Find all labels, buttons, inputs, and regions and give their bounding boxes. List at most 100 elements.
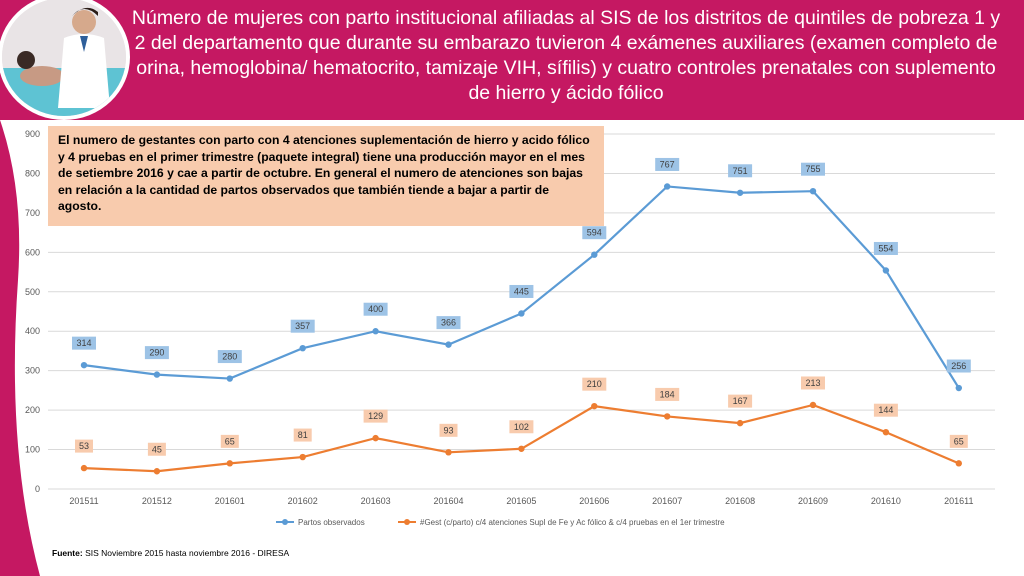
source-label: Fuente:: [52, 548, 83, 558]
x-tick-label: 201511: [69, 496, 98, 506]
data-point: [736, 189, 744, 196]
data-point: [226, 460, 233, 467]
legend-marker: [404, 519, 410, 525]
data-label: 210: [587, 379, 602, 389]
data-label: 256: [951, 361, 966, 371]
y-tick-label: 200: [25, 405, 40, 415]
data-label-bg: [72, 336, 96, 350]
data-label: 81: [298, 430, 308, 440]
data-label: 129: [368, 411, 383, 421]
data-label: 445: [514, 286, 529, 296]
data-label-bg: [949, 434, 968, 448]
data-label: 45: [152, 444, 162, 454]
data-label-bg: [363, 302, 388, 316]
data-label-bg: [582, 226, 607, 240]
data-label: 366: [441, 318, 456, 328]
data-point: [372, 434, 379, 442]
series-line-2: [83, 403, 960, 473]
data-label-bg: [946, 359, 971, 373]
annotation-box: El numero de gestantes con parto con 4 a…: [48, 126, 604, 226]
data-label-bg: [728, 164, 753, 178]
data-label-bg: [655, 157, 680, 171]
data-label-bg: [728, 394, 753, 408]
data-label: 554: [878, 243, 893, 253]
y-tick-label: 0: [35, 484, 40, 494]
data-label-bg: [801, 376, 825, 390]
data-label-bg: [144, 346, 169, 360]
x-tick-label: 201602: [288, 496, 318, 506]
legend-marker: [282, 519, 288, 525]
data-point: [664, 413, 671, 420]
x-tick-label: 201608: [725, 496, 755, 506]
x-tick-label: 201609: [798, 496, 828, 506]
y-axis-ticks: 0 100 200 300 400 500 600 700 800 900: [25, 129, 40, 494]
data-label: 755: [805, 164, 820, 174]
y-tick-label: 600: [25, 247, 40, 257]
x-tick-label: 201605: [506, 496, 536, 506]
data-point: [955, 460, 962, 467]
data-label-bg: [436, 316, 461, 330]
y-tick-label: 300: [25, 366, 40, 376]
data-label-bg: [147, 442, 166, 456]
data-point: [518, 445, 525, 452]
page-title: Número de mujeres con parto instituciona…: [131, 7, 1001, 104]
data-label-bg: [293, 428, 312, 442]
data-label-bg: [873, 241, 898, 255]
data-label: 357: [295, 321, 310, 331]
x-tick-label: 201604: [433, 496, 463, 506]
x-tick-label: 201611: [944, 496, 973, 506]
x-tick-label: 201601: [215, 496, 245, 506]
data-point: [955, 384, 962, 392]
data-label-bg: [290, 319, 315, 333]
data-point: [80, 464, 88, 472]
data-point: [882, 267, 890, 274]
data-point: [445, 341, 452, 348]
y-tick-label: 700: [25, 208, 40, 218]
data-point: [591, 402, 598, 410]
data-label: 167: [733, 396, 748, 406]
y-tick-label: 500: [25, 287, 40, 297]
data-label-bg: [509, 284, 534, 298]
data-point: [664, 183, 671, 190]
data-label: 93: [443, 425, 453, 435]
x-tick-label: 201606: [579, 496, 609, 506]
y-tick-label: 100: [25, 445, 40, 455]
data-point: [80, 361, 88, 369]
x-tick-label: 201607: [652, 496, 682, 506]
data-label: 65: [225, 436, 235, 446]
data-label: 767: [660, 159, 675, 169]
data-label: 594: [587, 228, 602, 238]
data-label: 53: [79, 441, 89, 451]
data-label-bg: [439, 423, 458, 437]
chart-legend: Partos observados #Gest (c/parto) c/4 ate…: [276, 518, 725, 527]
data-point: [591, 251, 598, 258]
data-point: [153, 371, 161, 378]
data-point: [882, 429, 890, 436]
data-label-bg: [582, 377, 607, 391]
x-axis-ticks: 201511 201512 201601 201602 201603 201604 2016…: [69, 496, 973, 506]
source-text: SIS Noviembre 2015 hasta noviembre 2016 …: [82, 548, 290, 558]
data-point: [372, 328, 379, 335]
data-point: [445, 449, 452, 456]
data-label: 65: [954, 436, 964, 446]
data-point: [226, 375, 233, 382]
y-tick-label: 900: [25, 129, 40, 139]
header-banner: [0, 0, 1024, 120]
y-tick-label: 800: [25, 168, 40, 178]
legend-label: #Gest (c/parto) c/4 atenciones Supl de F…: [420, 518, 725, 527]
data-point: [299, 453, 306, 461]
data-label: 314: [76, 338, 91, 348]
data-label-bg: [75, 439, 93, 453]
data-label: 184: [660, 389, 675, 399]
data-label-bg: [220, 434, 239, 448]
legend-label: Partos observados: [298, 518, 365, 527]
data-point: [518, 310, 525, 317]
data-label-bg: [873, 403, 898, 417]
data-label: 290: [149, 348, 164, 358]
data-label: 144: [878, 405, 893, 415]
data-label: 280: [222, 352, 237, 362]
x-tick-label: 201603: [361, 496, 391, 506]
data-label-bg: [801, 162, 825, 176]
source-note: Fuente: SIS Noviembre 2015 hasta noviemb…: [52, 548, 289, 558]
data-label: 751: [733, 166, 748, 176]
